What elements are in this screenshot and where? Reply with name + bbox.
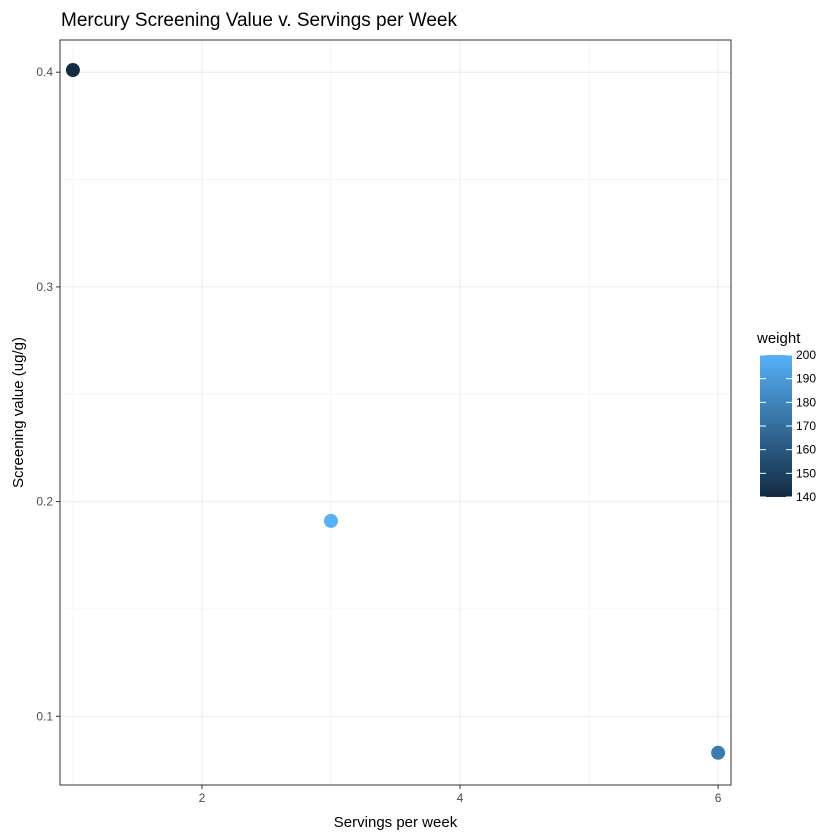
legend-title: weight bbox=[756, 330, 801, 347]
y-tick-label: 0.1 bbox=[36, 709, 53, 723]
y-tick-label: 0.3 bbox=[36, 280, 53, 294]
plot-panel-border bbox=[59, 39, 732, 786]
y-tick-label: 0.2 bbox=[36, 495, 53, 509]
x-axis-title: Servings per week bbox=[334, 814, 458, 831]
legend-tick-label: 200 bbox=[796, 348, 816, 362]
grid-lines bbox=[60, 40, 731, 785]
data-point bbox=[711, 745, 726, 760]
x-tick-label: 6 bbox=[715, 791, 722, 805]
chart-title: Mercury Screening Value v. Servings per … bbox=[61, 10, 458, 31]
legend-tick-label: 160 bbox=[796, 443, 816, 457]
data-point bbox=[65, 63, 80, 78]
y-axis-title: Screening value (ug/g) bbox=[10, 337, 27, 488]
legend-tick-label: 170 bbox=[796, 419, 816, 433]
axis-ticks: 2 4 6 0.1 0.2 0.3 0.4 bbox=[36, 65, 721, 805]
data-point bbox=[323, 513, 338, 528]
legend-ticks: 140 150 160 170 180 190 200 bbox=[760, 348, 816, 504]
data-points bbox=[65, 63, 726, 760]
y-tick-label: 0.4 bbox=[36, 65, 53, 79]
legend-tick-label: 190 bbox=[796, 372, 816, 386]
x-tick-label: 2 bbox=[199, 791, 206, 805]
x-tick-label: 4 bbox=[457, 791, 464, 805]
legend-tick-label: 180 bbox=[796, 395, 816, 409]
legend-tick-label: 140 bbox=[796, 490, 816, 504]
legend-tick-label: 150 bbox=[796, 466, 816, 480]
